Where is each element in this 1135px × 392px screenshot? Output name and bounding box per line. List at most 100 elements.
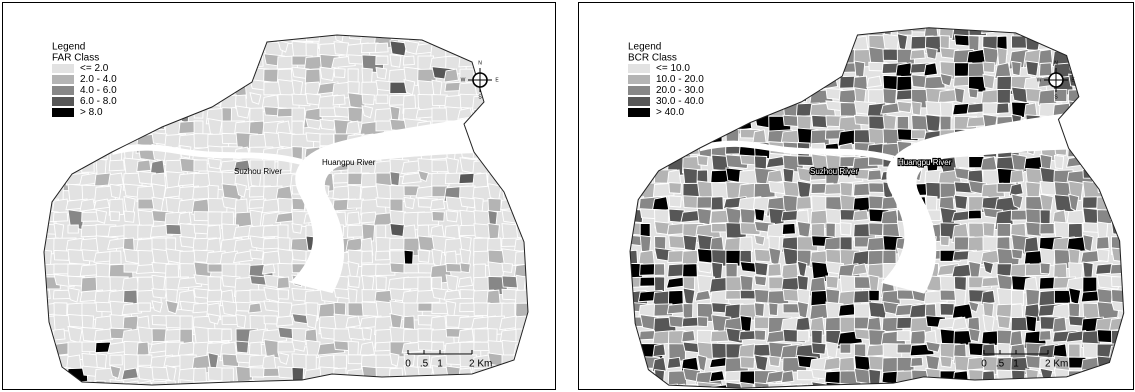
parcel — [306, 94, 320, 105]
scale-label: 1 — [437, 359, 443, 370]
parcel — [952, 317, 967, 330]
parcel — [754, 355, 767, 371]
parcel — [826, 276, 838, 288]
parcel — [683, 235, 697, 251]
parcel — [292, 108, 305, 122]
legend-label: > 8.0 — [80, 107, 103, 118]
parcel — [969, 329, 980, 342]
parcel — [997, 316, 1010, 329]
parcel — [812, 330, 823, 344]
parcel — [432, 211, 444, 221]
legend-swatch — [52, 97, 74, 106]
parcel — [1040, 223, 1054, 234]
parcel — [782, 371, 794, 383]
parcel — [697, 317, 707, 327]
parcel — [278, 238, 290, 250]
parcel — [840, 223, 851, 235]
parcel — [375, 43, 388, 53]
parcel — [883, 250, 896, 264]
parcel — [654, 264, 665, 276]
legend-class-title: FAR Class — [52, 53, 99, 64]
parcel — [178, 342, 195, 356]
parcel — [997, 89, 1010, 103]
parcel — [376, 67, 387, 79]
parcel — [222, 197, 237, 209]
parcel — [1111, 277, 1122, 287]
parcel — [333, 186, 350, 200]
legend-swatch — [52, 86, 74, 95]
parcel — [697, 208, 711, 224]
scale-label: 2 Km — [1045, 359, 1068, 370]
parcel — [954, 195, 967, 209]
parcel — [639, 331, 655, 340]
parcel — [262, 199, 278, 213]
legend-label: 20.0 - 30.0 — [656, 85, 704, 96]
parcel — [277, 316, 293, 326]
parcel — [94, 199, 110, 209]
parcel — [983, 62, 995, 73]
parcel — [417, 225, 429, 237]
parcel — [292, 224, 302, 234]
parcel — [938, 90, 956, 103]
parcel — [348, 107, 363, 122]
compass-letter: W — [1037, 77, 1042, 83]
parcel — [250, 250, 263, 260]
parcel — [390, 353, 399, 366]
parcel — [346, 316, 360, 328]
scale-label: .5 — [996, 359, 1005, 370]
legend-class-title: BCR Class — [628, 53, 677, 64]
parcel — [1054, 290, 1070, 303]
parcel — [740, 357, 754, 369]
parcel — [768, 264, 781, 277]
parcel — [152, 197, 163, 211]
parcel — [292, 340, 306, 351]
parcel — [911, 357, 923, 366]
parcel — [110, 355, 123, 365]
parcel — [362, 275, 374, 291]
parcel — [1039, 63, 1052, 76]
legend-label: <= 2.0 — [80, 63, 109, 74]
parcel — [444, 69, 458, 82]
parcel — [910, 331, 925, 345]
parcel — [236, 341, 249, 353]
parcel — [137, 160, 151, 172]
parcel — [826, 209, 842, 224]
river-label: Huangpu River — [322, 158, 376, 167]
parcel — [54, 250, 69, 260]
parcel — [110, 212, 120, 221]
parcel — [124, 211, 135, 222]
parcel — [166, 264, 179, 279]
parcel — [362, 94, 374, 105]
parcel — [968, 210, 981, 219]
parcel — [740, 290, 755, 299]
parcel — [473, 173, 488, 188]
parcel — [683, 264, 698, 278]
parcel — [376, 251, 390, 260]
parcel — [854, 317, 868, 329]
parcel — [138, 355, 152, 365]
parcel — [1069, 249, 1080, 264]
parcel — [640, 235, 651, 252]
map-panel: Suzhou RiverHuangpu RiverLegendBCR Class… — [579, 3, 1135, 392]
parcel — [346, 121, 360, 135]
legend-swatch — [628, 97, 650, 106]
parcel — [96, 210, 107, 223]
parcel — [840, 102, 856, 116]
figure: Suzhou RiverHuangpu RiverLegendFAR Class… — [0, 0, 1135, 392]
parcel — [376, 56, 388, 65]
parcel — [769, 303, 778, 316]
parcel — [96, 276, 111, 292]
parcel — [869, 223, 883, 236]
river-label: Suzhou River — [810, 167, 858, 176]
parcel — [953, 76, 969, 86]
parcel — [683, 277, 695, 290]
parcel — [667, 357, 681, 368]
scale-label: 1 — [1013, 359, 1019, 370]
parcel — [910, 49, 925, 59]
parcel — [769, 356, 780, 367]
parcel — [53, 329, 65, 340]
parcel — [969, 36, 979, 51]
parcel — [292, 250, 307, 261]
legend-swatch — [52, 64, 74, 73]
parcel — [682, 317, 699, 327]
